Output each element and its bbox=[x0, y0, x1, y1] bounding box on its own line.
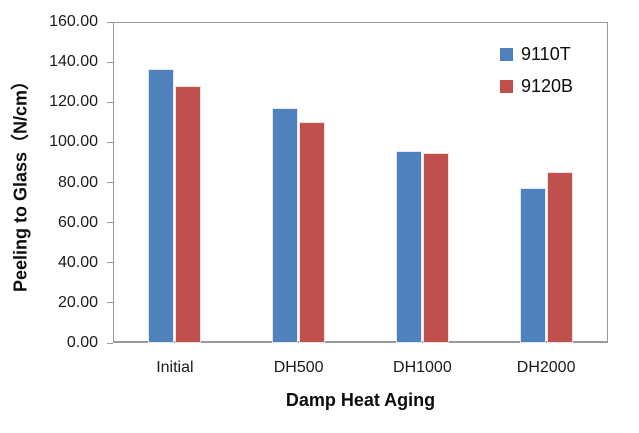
legend-label-9120B: 9120B bbox=[521, 76, 574, 96]
legend-label-9110T: 9110T bbox=[521, 44, 571, 64]
y-axis-tick-label: 20.00 bbox=[57, 293, 98, 311]
bar-9120B-DH1000 bbox=[423, 153, 449, 343]
x-axis-title: Damp Heat Aging bbox=[285, 390, 436, 410]
y-axis-tick-mark bbox=[107, 61, 113, 63]
y-axis-tick-label: 60.00 bbox=[57, 213, 98, 231]
x-axis-category-label: DH1000 bbox=[393, 359, 452, 376]
x-axis-category-label: Initial bbox=[156, 359, 194, 376]
y-axis-tick-label: 80.00 bbox=[57, 173, 98, 191]
bar-9110T-Initial bbox=[148, 69, 174, 343]
y-axis-tick-label: 120.00 bbox=[49, 93, 98, 111]
bar-9110T-DH1000 bbox=[396, 151, 422, 343]
bar-9110T-DH500 bbox=[272, 108, 298, 343]
legend-item-9120B: 9120B bbox=[500, 77, 573, 96]
y-axis-tick-label: 0.00 bbox=[66, 334, 98, 351]
y-axis-tick-mark bbox=[107, 222, 113, 224]
y-axis-tick-mark bbox=[107, 262, 113, 264]
legend: 9110T 9120B bbox=[500, 45, 573, 96]
y-axis-tick-label: 40.00 bbox=[57, 253, 98, 271]
y-axis-tick-label: 100.00 bbox=[49, 133, 98, 151]
y-axis-tick-mark bbox=[107, 101, 113, 103]
x-axis-category-label: DH500 bbox=[273, 359, 324, 376]
y-axis-tick-mark bbox=[107, 302, 113, 304]
y-axis-tick-mark bbox=[107, 182, 113, 183]
y-axis-tick-mark bbox=[107, 21, 113, 23]
bar-9110T-DH2000 bbox=[520, 188, 546, 343]
legend-item-9110T: 9110T bbox=[500, 45, 573, 64]
y-axis-tick-mark bbox=[107, 342, 113, 344]
bar-9120B-DH500 bbox=[299, 122, 325, 343]
x-axis-category-label: DH2000 bbox=[516, 359, 576, 376]
legend-swatch-9120B-icon bbox=[500, 80, 513, 93]
bar-9120B-DH2000 bbox=[547, 172, 573, 343]
y-axis-tick-label: 140.00 bbox=[49, 53, 98, 71]
y-axis-tick-mark bbox=[107, 141, 113, 143]
bar-9120B-Initial bbox=[175, 86, 201, 343]
y-axis-tick-label: 160.00 bbox=[49, 13, 98, 30]
legend-swatch-9110T-icon bbox=[500, 48, 513, 61]
